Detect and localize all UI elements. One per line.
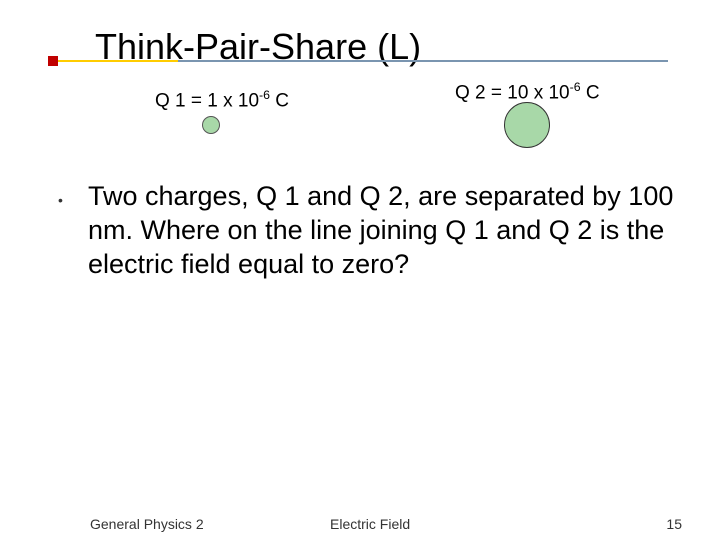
body-text: Two charges, Q 1 and Q 2, are separated … — [88, 180, 680, 281]
footer-page-number: 15 — [666, 516, 682, 532]
q1-label: Q 1 = 1 x 10-6 C — [155, 88, 289, 112]
bullet-icon: • — [58, 192, 63, 208]
q1-charge-icon — [202, 116, 220, 134]
q2-label: Q 2 = 10 x 10-6 C — [455, 80, 600, 104]
accent-square-icon — [48, 56, 58, 66]
underline-short — [58, 60, 178, 62]
q2-suffix: C — [581, 82, 600, 103]
q1-prefix: Q 1 = 1 x 10 — [155, 90, 259, 111]
footer-left: General Physics 2 — [90, 516, 204, 532]
q1-suffix: C — [270, 90, 289, 111]
q2-prefix: Q 2 = 10 x 10 — [455, 82, 570, 103]
q2-charge-icon — [504, 102, 550, 148]
underline-long — [178, 60, 668, 62]
q1-exp: -6 — [259, 88, 270, 102]
q2-exp: -6 — [570, 80, 581, 94]
footer-center: Electric Field — [330, 516, 410, 532]
slide: Think-Pair-Share (L) Q 1 = 1 x 10-6 C Q … — [0, 0, 720, 540]
body-area: • Two charges, Q 1 and Q 2, are separate… — [58, 180, 680, 281]
